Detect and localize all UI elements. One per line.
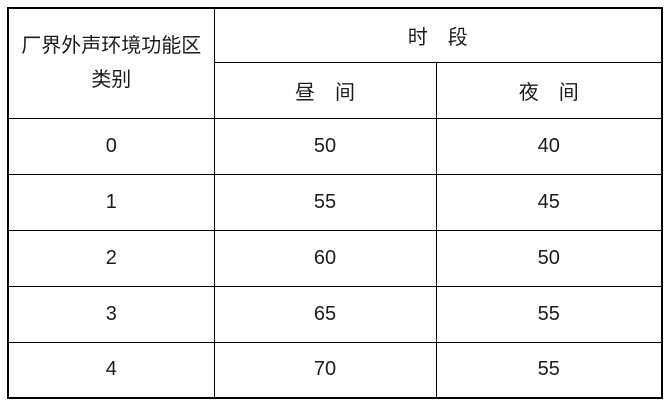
table-row: 0 50 40 (7, 117, 663, 175)
cell-night-value: 50 (435, 229, 663, 287)
cell-category: 0 (7, 117, 215, 175)
cell-category: 3 (7, 285, 215, 343)
table-header-row-2: 昼 间 夜 间 (8, 61, 663, 119)
table-row: 3 65 55 (7, 285, 663, 343)
noise-limits-table: 厂界外声环境功能区 类别 时 段 昼 间 夜 间 0 50 40 1 55 45… (7, 7, 663, 399)
table-row: 2 60 50 (7, 229, 663, 287)
table-row: 4 70 55 (7, 341, 663, 399)
cell-day-value: 60 (213, 229, 437, 287)
cell-day-value: 55 (213, 173, 437, 231)
header-cell-category: 厂界外声环境功能区 类别 (7, 7, 215, 119)
header-cell-day: 昼 间 (213, 61, 437, 119)
cell-category: 2 (7, 229, 215, 287)
cell-day-value: 70 (213, 341, 437, 399)
cell-night-value: 40 (435, 117, 663, 175)
header-cell-night: 夜 间 (435, 61, 663, 119)
table-row: 1 55 45 (7, 173, 663, 231)
cell-category: 1 (7, 173, 215, 231)
cell-day-value: 65 (213, 285, 437, 343)
cell-night-value: 55 (435, 285, 663, 343)
cell-night-value: 45 (435, 173, 663, 231)
table-header-row-1: 厂界外声环境功能区 类别 时 段 (7, 7, 663, 119)
cell-category: 4 (7, 341, 215, 399)
cell-day-value: 50 (213, 117, 437, 175)
cell-night-value: 55 (435, 341, 663, 399)
header-cell-period: 时 段 (213, 7, 663, 63)
